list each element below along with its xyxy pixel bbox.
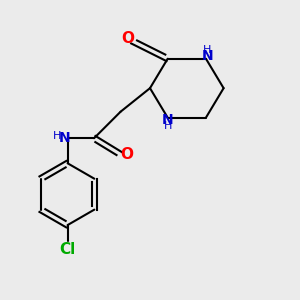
Text: O: O	[122, 31, 134, 46]
Text: Cl: Cl	[59, 242, 76, 257]
Text: H: H	[164, 121, 172, 131]
Text: N: N	[59, 131, 70, 145]
Text: H: H	[203, 46, 212, 56]
Text: N: N	[202, 50, 213, 63]
Text: N: N	[162, 113, 173, 127]
Text: O: O	[120, 147, 133, 162]
Text: H: H	[52, 131, 61, 141]
